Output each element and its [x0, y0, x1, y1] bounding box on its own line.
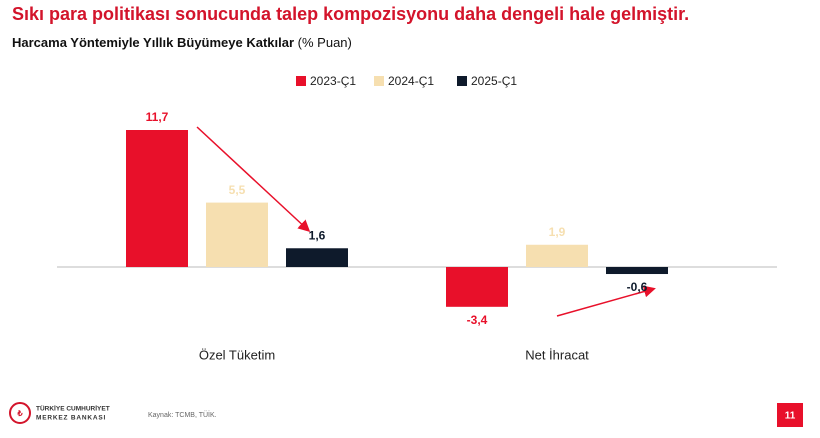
page-badge	[777, 403, 803, 427]
bar	[286, 248, 348, 267]
legend-swatch	[457, 76, 467, 86]
chart-subtitle: Harcama Yöntemiyle Yıllık Büyümeye Katkı…	[12, 35, 352, 50]
data-label: 1,6	[309, 228, 326, 242]
bar	[126, 130, 188, 267]
logo-text: MERKEZ BANKASI	[36, 415, 106, 422]
arrow	[556, 285, 656, 317]
data-label: -3,4	[467, 313, 488, 327]
subtitle-unit: (% Puan)	[298, 35, 352, 50]
logo-mark: ₺	[16, 409, 23, 418]
bar	[206, 202, 268, 267]
slide-title: Sıkı para politikası sonucunda talep kom…	[12, 4, 689, 24]
data-label: 1,9	[549, 225, 566, 239]
x-tick-label: Net İhracat	[525, 347, 589, 362]
x-tick-label: Özel Tüketim	[199, 347, 275, 362]
bar	[446, 267, 508, 307]
source: Kaynak: TCMB, TÜİK.	[148, 410, 217, 419]
legend-swatch	[374, 76, 384, 86]
arrow	[196, 126, 311, 233]
logo: ₺ TÜRKİYE CUMHURİYET MERKEZ BANKASI	[9, 402, 110, 424]
bar	[606, 267, 668, 275]
data-label: -0,6	[627, 280, 648, 294]
bar	[526, 244, 588, 267]
data-label: 11,7	[146, 110, 169, 124]
subtitle-main: Harcama Yöntemiyle Yıllık Büyümeye Katkı…	[12, 35, 294, 50]
logo-text: TÜRKİYE CUMHURİYET	[36, 404, 110, 413]
page-number: 11	[785, 411, 796, 422]
legend-label: 2025-Ç1	[471, 74, 517, 88]
legend-label: 2023-Ç1	[310, 74, 356, 88]
legend-label: 2024-Ç1	[388, 74, 434, 88]
data-label: 5,5	[229, 183, 246, 197]
logo-emblem	[9, 402, 31, 424]
legend-swatch	[296, 76, 306, 86]
